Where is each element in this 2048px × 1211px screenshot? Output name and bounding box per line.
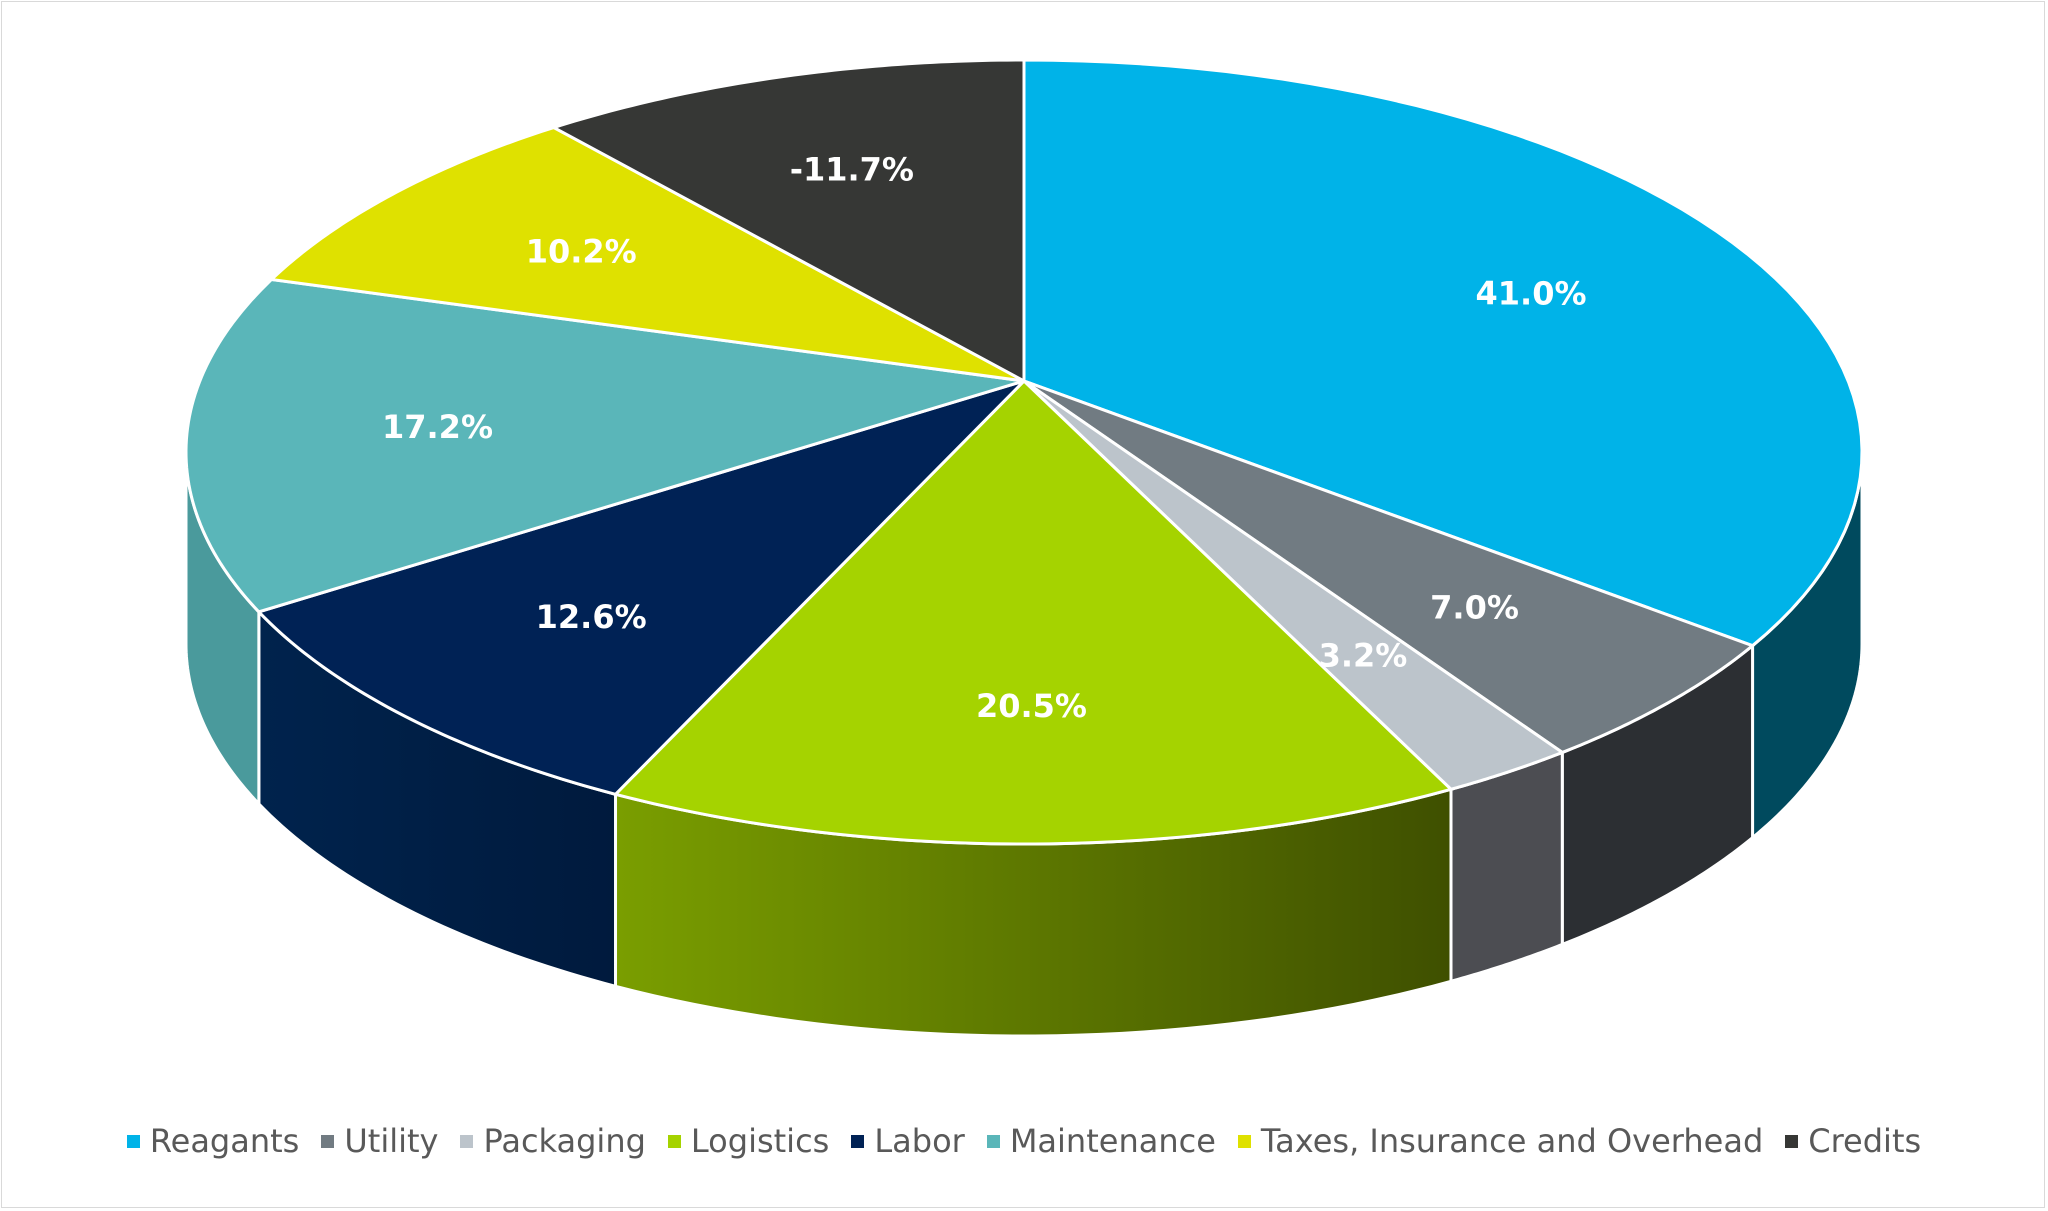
pie-slice-credits[interactable]	[549, 58, 1026, 384]
pie-chart: 41.0% 7.0% 3.2% 20.5% 12.6% 17.2% 10.2% -11.7%	[184, 58, 1864, 1038]
data-label-labor: 12.6%	[536, 598, 647, 636]
legend-label: Labor	[874, 1122, 965, 1160]
data-label-utility: 7.0%	[1430, 588, 1519, 626]
legend-swatch	[1785, 1134, 1799, 1148]
legend-label: Taxes, Insurance and Overhead	[1260, 1122, 1764, 1160]
legend-label: Credits	[1808, 1122, 1922, 1160]
legend-swatch	[1237, 1134, 1251, 1148]
legend-swatch	[321, 1134, 335, 1148]
legend: Reagants Utility Packaging Logistics Labor Ma…	[0, 1122, 2048, 1160]
pie-slice-taxes-insurance-and-overhead[interactable]	[268, 125, 1025, 383]
legend-item[interactable]: Packaging	[460, 1122, 646, 1160]
legend-swatch	[126, 1134, 140, 1148]
pie-slice-reagants[interactable]	[1022, 58, 1864, 648]
pie-slice-maintenance[interactable]	[184, 277, 1025, 614]
pie-slice-logistics[interactable]	[612, 378, 1454, 846]
legend-item[interactable]: Logistics	[667, 1122, 830, 1160]
legend-swatch	[986, 1134, 1000, 1148]
legend-item[interactable]: Maintenance	[986, 1122, 1216, 1160]
legend-label: Reagants	[149, 1122, 300, 1160]
data-label-taxes-insurance-and-overhead: 10.2%	[526, 233, 637, 271]
legend-item[interactable]: Utility	[321, 1122, 438, 1160]
legend-item[interactable]: Credits	[1785, 1122, 1921, 1160]
legend-label: Logistics	[690, 1122, 830, 1160]
legend-label: Packaging	[483, 1122, 646, 1160]
data-label-packaging: 3.2%	[1319, 637, 1408, 675]
data-label-reagants: 41.0%	[1476, 275, 1587, 313]
pie-slice-utility[interactable]	[1023, 379, 1756, 755]
legend-item[interactable]: Reagants	[126, 1122, 300, 1160]
pie-side-packaging	[1449, 750, 1564, 984]
data-label-maintenance: 17.2%	[382, 408, 493, 446]
legend-label: Utility	[344, 1122, 439, 1160]
legend-item[interactable]: Labor	[851, 1122, 965, 1160]
pie-slice-packaging[interactable]	[1022, 379, 1566, 791]
data-label-logistics: 20.5%	[976, 687, 1087, 725]
legend-swatch	[460, 1134, 474, 1148]
legend-label: Maintenance	[1009, 1122, 1216, 1160]
pie-slice-labor[interactable]	[256, 379, 1026, 796]
data-label-credits: -11.7%	[790, 150, 914, 188]
legend-swatch	[667, 1134, 681, 1148]
legend-swatch	[851, 1134, 865, 1148]
legend-item[interactable]: Taxes, Insurance and Overhead	[1237, 1122, 1764, 1160]
